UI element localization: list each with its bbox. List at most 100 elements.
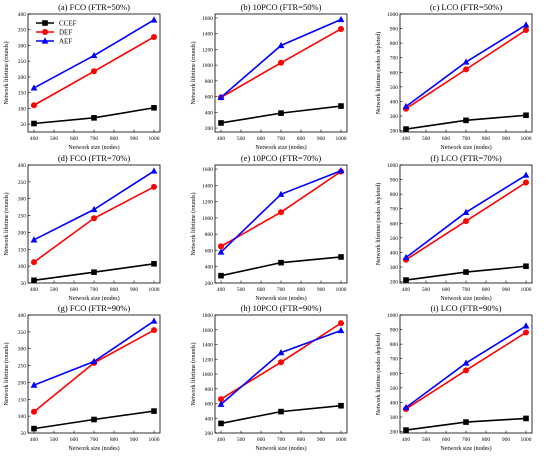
x-tick-label: 400	[30, 437, 39, 443]
data-point-aef	[90, 51, 98, 59]
x-tick-label: 900	[502, 437, 511, 443]
data-point-def	[523, 179, 529, 186]
y-tick-label: 50	[21, 431, 27, 437]
data-point-ccef	[403, 427, 409, 433]
x-tick-label: 800	[482, 287, 491, 293]
x-tick-label: 800	[110, 136, 119, 142]
x-tick-label: 500	[50, 287, 59, 293]
data-point-aef	[462, 208, 470, 215]
data-point-ccef	[403, 277, 409, 283]
y-axis-label: Network lifetime (nodes depleted)	[375, 183, 382, 265]
y-tick-label: 250	[18, 364, 27, 370]
y-tick-label: 500	[390, 386, 399, 392]
data-point-ccef	[463, 269, 469, 275]
data-point-ccef	[31, 425, 37, 432]
data-point-ccef	[523, 415, 529, 422]
chart-title: (h) 10PCO (FTR=90%)	[241, 303, 322, 313]
y-tick-label: 350	[18, 28, 27, 34]
y-tick-label: 1600	[202, 328, 213, 334]
data-point-aef	[90, 357, 98, 365]
y-tick-label: 800	[390, 192, 399, 198]
y-tick-label: 1600	[202, 16, 213, 22]
y-tick-label: 350	[18, 330, 27, 336]
x-axis-label: Network size (nodes)	[255, 445, 306, 452]
y-tick-label: 300	[18, 197, 27, 203]
y-tick-label: 200	[390, 430, 399, 436]
data-point-aef	[522, 171, 530, 178]
chart-title: (e) 10PCO (FTR=70%)	[241, 153, 322, 163]
y-axis-label: Network lifetime (nodes depleted)	[375, 32, 382, 114]
y-tick-label: 50	[21, 122, 27, 128]
y-tick-label: 400	[390, 400, 399, 406]
x-tick-label: 400	[217, 437, 226, 443]
data-point-def	[463, 66, 469, 73]
chart-title: (f) LCO (FTR=70%)	[430, 153, 502, 163]
y-tick-label: 1000	[202, 216, 213, 222]
y-tick-label: 100	[18, 414, 27, 420]
chart-panel: (c) LCO (FTR=50%) 400 500 600 700 800 900 1000 2…	[375, 2, 533, 151]
series-line-def	[33, 186, 155, 263]
x-tick-label: 400	[217, 287, 226, 293]
data-point-ccef	[151, 260, 157, 267]
data-point-aef	[522, 322, 530, 329]
y-axis-label: Network lifetime (rounds)	[3, 193, 10, 256]
y-tick-label: 300	[390, 265, 399, 271]
y-tick-label: 1200	[202, 47, 213, 53]
plot-frame	[27, 314, 161, 434]
data-point-def	[151, 183, 157, 190]
x-tick-label: 1000	[149, 287, 160, 293]
x-tick-label: 1000	[521, 287, 532, 293]
x-tick-label: 800	[297, 437, 306, 443]
data-point-ccef	[463, 117, 469, 124]
y-tick-label: 200	[390, 129, 399, 135]
x-tick-label: 700	[90, 437, 99, 443]
legend-marker	[42, 20, 48, 26]
chart-title: (i) LCO (FTR=90%)	[431, 303, 502, 313]
data-point-aef	[30, 84, 38, 91]
chart-panel: (d) FCO (FTR=70%) 400 500 600 700 800 900 1000 5…	[3, 153, 161, 302]
data-point-ccef	[338, 103, 344, 109]
y-tick-label: 300	[18, 347, 27, 353]
x-tick-label: 800	[482, 136, 491, 142]
data-point-def	[523, 329, 529, 336]
plot-frame	[399, 314, 533, 434]
data-point-def	[278, 359, 284, 366]
x-tick-label: 1000	[336, 136, 347, 142]
y-tick-label: 500	[390, 85, 399, 91]
x-tick-label: 1000	[149, 136, 160, 142]
x-tick-label: 800	[297, 287, 306, 293]
data-point-ccef	[463, 419, 469, 425]
x-axis-label: Network size (nodes)	[68, 144, 119, 151]
y-tick-label: 250	[18, 214, 27, 220]
y-tick-label: 1000	[387, 313, 398, 319]
data-point-ccef	[218, 120, 224, 126]
x-tick-label: 600	[442, 287, 451, 293]
data-point-aef	[277, 41, 285, 49]
y-tick-label: 150	[18, 247, 27, 253]
y-tick-label: 600	[205, 95, 214, 101]
y-tick-label: 1200	[202, 357, 213, 363]
legend-marker	[42, 29, 48, 35]
y-tick-label: 1400	[202, 343, 213, 349]
x-tick-label: 500	[237, 437, 246, 443]
y-tick-label: 200	[390, 280, 399, 286]
x-tick-label: 600	[70, 437, 79, 443]
data-point-ccef	[31, 120, 37, 127]
data-point-aef	[402, 403, 410, 411]
y-tick-label: 300	[390, 114, 399, 120]
x-tick-label: 700	[462, 136, 471, 142]
data-point-aef	[217, 400, 225, 407]
x-tick-label: 500	[237, 136, 246, 142]
x-tick-label: 1000	[336, 437, 347, 443]
y-tick-label: 900	[390, 328, 399, 334]
x-tick-label: 900	[502, 287, 511, 293]
chart-title: (d) FCO (FTR=70%)	[58, 153, 130, 163]
y-tick-label: 200	[205, 126, 214, 132]
y-axis-label: Network lifetime (rounds)	[3, 343, 10, 406]
y-tick-label: 800	[390, 342, 399, 348]
y-tick-label: 400	[205, 416, 214, 422]
y-tick-label: 400	[18, 12, 27, 18]
series-line-aef	[405, 24, 527, 108]
x-tick-label: 500	[237, 287, 246, 293]
data-point-aef	[337, 15, 345, 23]
